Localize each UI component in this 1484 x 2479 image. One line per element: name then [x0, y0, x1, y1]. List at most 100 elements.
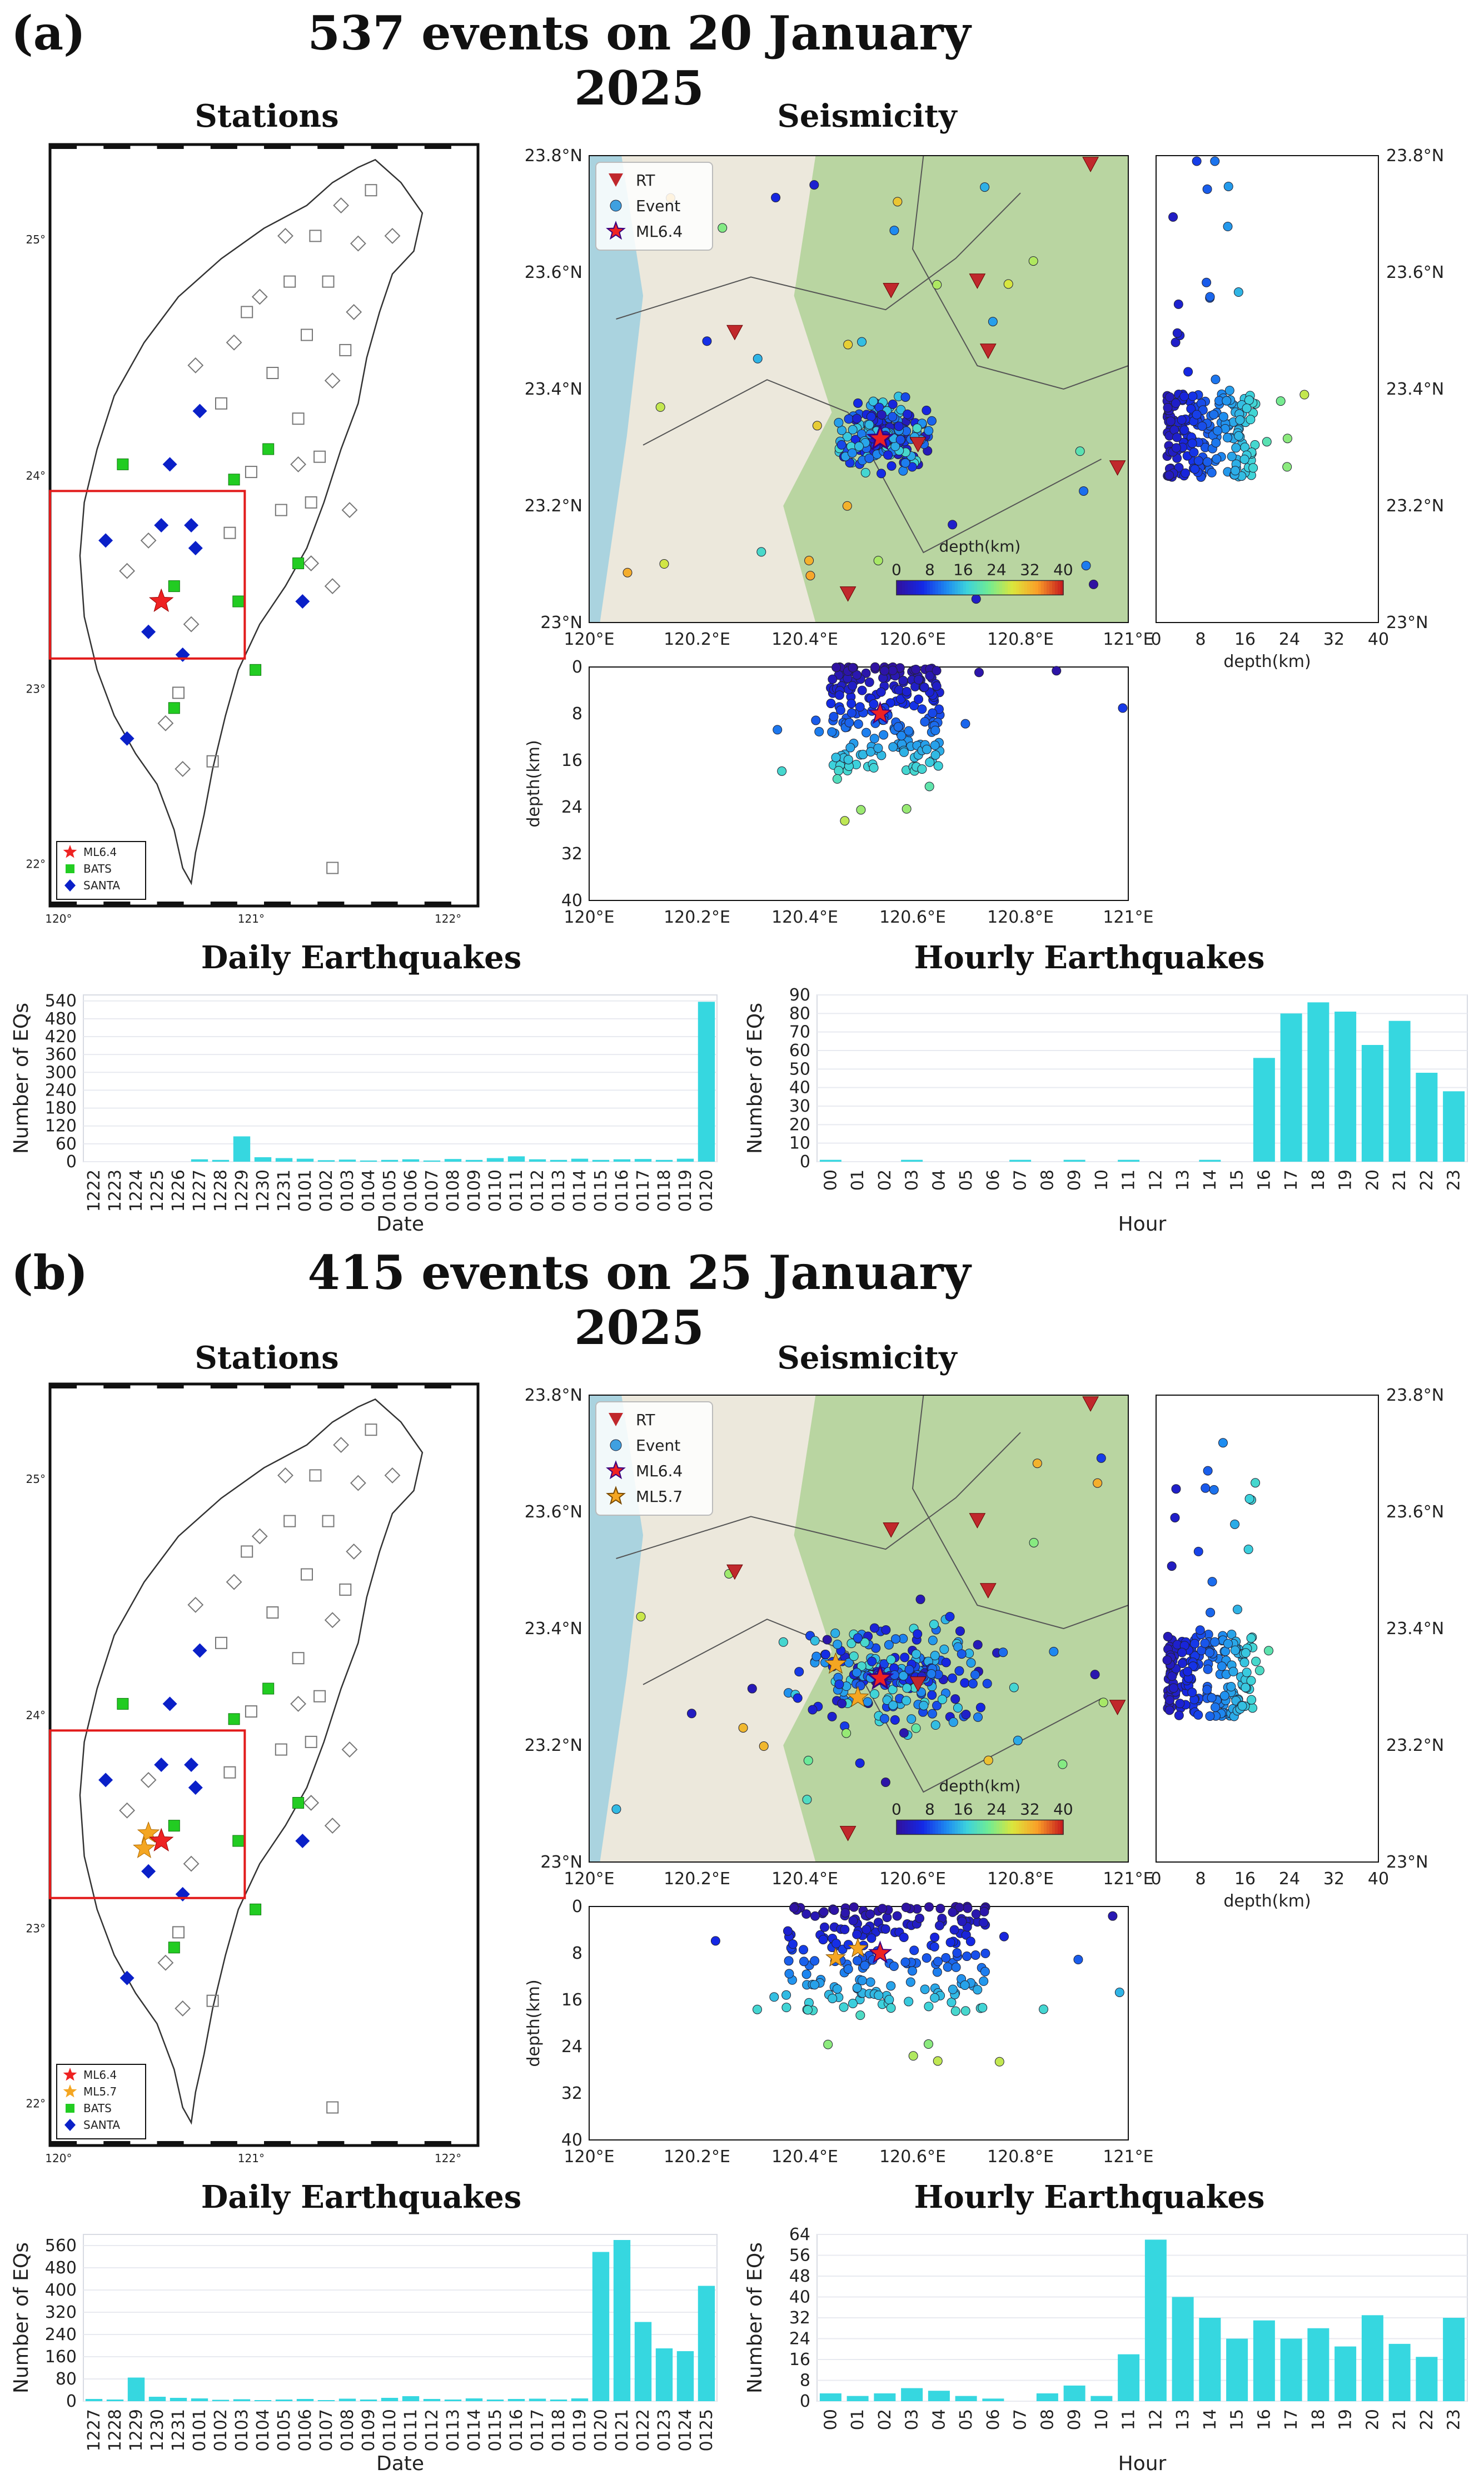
event-dot	[867, 1933, 877, 1943]
x-tick-label: 10	[1092, 2409, 1112, 2430]
lon-tick-label: 120.2°E	[664, 630, 730, 649]
bar-10	[1090, 2396, 1113, 2401]
x-tick-label: 07	[1011, 1169, 1030, 1191]
santa-station	[295, 594, 310, 609]
bar-0113	[444, 2400, 462, 2401]
panel-a-tag: (a)	[11, 6, 86, 61]
bar-23	[1443, 1091, 1465, 1162]
frame-tick	[210, 902, 237, 906]
event-dot	[1197, 421, 1207, 431]
study-area-box	[49, 1729, 246, 1899]
event-dot	[900, 1957, 910, 1967]
event-dot	[1164, 470, 1174, 480]
x-tick-label: 0106	[401, 1169, 421, 1212]
event-dot	[803, 1755, 813, 1765]
event-dot	[1073, 1955, 1083, 1965]
event-dot	[856, 805, 866, 815]
event-dot	[924, 1902, 934, 1912]
x-tick-label: 04	[929, 2409, 949, 2430]
event-dot	[1192, 410, 1202, 420]
event-dot	[1168, 212, 1178, 222]
station-square	[301, 328, 313, 341]
bar-07	[1009, 1159, 1032, 1162]
rt-station	[909, 1676, 927, 1692]
station-square	[275, 504, 287, 516]
x-tick-label: 0101	[296, 1169, 315, 1212]
event-dot	[880, 1924, 890, 1934]
event-dot	[857, 685, 867, 695]
depth-tick-label: 16	[1234, 630, 1256, 649]
station-square	[322, 275, 335, 288]
bar-11	[1118, 1159, 1140, 1162]
x-tick-label: 0109	[359, 2409, 379, 2451]
station-diamond	[303, 555, 320, 571]
rt-station	[969, 1513, 986, 1529]
station-diamond	[226, 1574, 242, 1590]
colorbar-segment	[913, 580, 917, 595]
event-dot	[799, 1945, 809, 1955]
event-dot	[893, 197, 903, 207]
rt-station	[1109, 460, 1126, 476]
event-dot	[810, 1636, 820, 1646]
coastal-plain	[589, 156, 832, 623]
event-dot	[773, 725, 783, 735]
station-square	[223, 1766, 236, 1779]
colorbar-segment	[1010, 580, 1014, 595]
event-dot	[1188, 391, 1198, 401]
x-tick-label: 1231	[275, 1169, 294, 1212]
event-dot	[846, 1639, 856, 1649]
colorbar-segment	[1052, 580, 1055, 595]
event-dot	[924, 781, 934, 792]
event-dot	[1171, 337, 1181, 347]
event-dot	[1186, 404, 1196, 414]
x-tick-label: 01	[848, 1169, 868, 1191]
event-dot	[937, 1694, 947, 1704]
event-dot	[1219, 1691, 1229, 1701]
event-dot	[949, 1925, 959, 1935]
x-tick-label: 00	[821, 2409, 840, 2430]
bar-0117	[634, 1159, 652, 1162]
station-diamond	[333, 1437, 350, 1453]
event-dot	[1163, 1631, 1173, 1641]
lon-tick-label: 120.4°E	[771, 2147, 838, 2167]
event-dot	[861, 668, 871, 678]
map-frame	[589, 1395, 1129, 1863]
santa-station	[119, 1970, 135, 1985]
event-dot	[902, 686, 912, 696]
lon-tick-label: 121°E	[1103, 908, 1153, 927]
event-dot	[799, 1957, 809, 1967]
rt-station	[726, 1564, 743, 1580]
event-dot	[948, 1984, 958, 1994]
frame-tick	[50, 902, 77, 906]
event-dot	[808, 1705, 818, 1715]
event-dot	[889, 1962, 899, 1972]
event-dot	[1052, 666, 1062, 676]
event-dot	[960, 2006, 970, 2016]
panel-a-stations-map: 25° 24° 23° 22° 120° 121° 122° ML6.4 BATS SANTA	[26, 143, 480, 925]
frame-tick	[317, 2141, 345, 2146]
event-dot	[839, 2002, 849, 2012]
station-diamond	[333, 197, 350, 214]
event-dot	[846, 708, 856, 718]
event-dot	[973, 1640, 983, 1650]
event-dot	[1193, 1546, 1203, 1556]
colorbar-segment	[1024, 580, 1028, 595]
event-dot	[886, 1981, 896, 1991]
event-dot	[863, 1697, 873, 1707]
station-diamond	[277, 227, 293, 244]
rt-station	[1082, 157, 1099, 172]
event-dot	[888, 742, 898, 752]
event-dot	[1174, 1710, 1184, 1720]
lat-tick-label-right: 23.6°N	[1386, 263, 1444, 282]
event-dot	[1227, 451, 1237, 461]
x-tick-label: 0114	[465, 2409, 484, 2451]
panel-a-title: 537 events on 20 January 2025	[307, 6, 971, 116]
x-tick-label: 0122	[634, 2409, 653, 2451]
bar-0116	[613, 1159, 631, 1162]
lat-tick-label: 25°	[26, 233, 46, 246]
x-tick-label: 0120	[697, 1169, 716, 1212]
bar-21	[1388, 1021, 1411, 1162]
bar-19	[1334, 1012, 1357, 1162]
lon-tick-label: 120°	[45, 2152, 72, 2165]
colorbar-segment	[1057, 1820, 1061, 1835]
